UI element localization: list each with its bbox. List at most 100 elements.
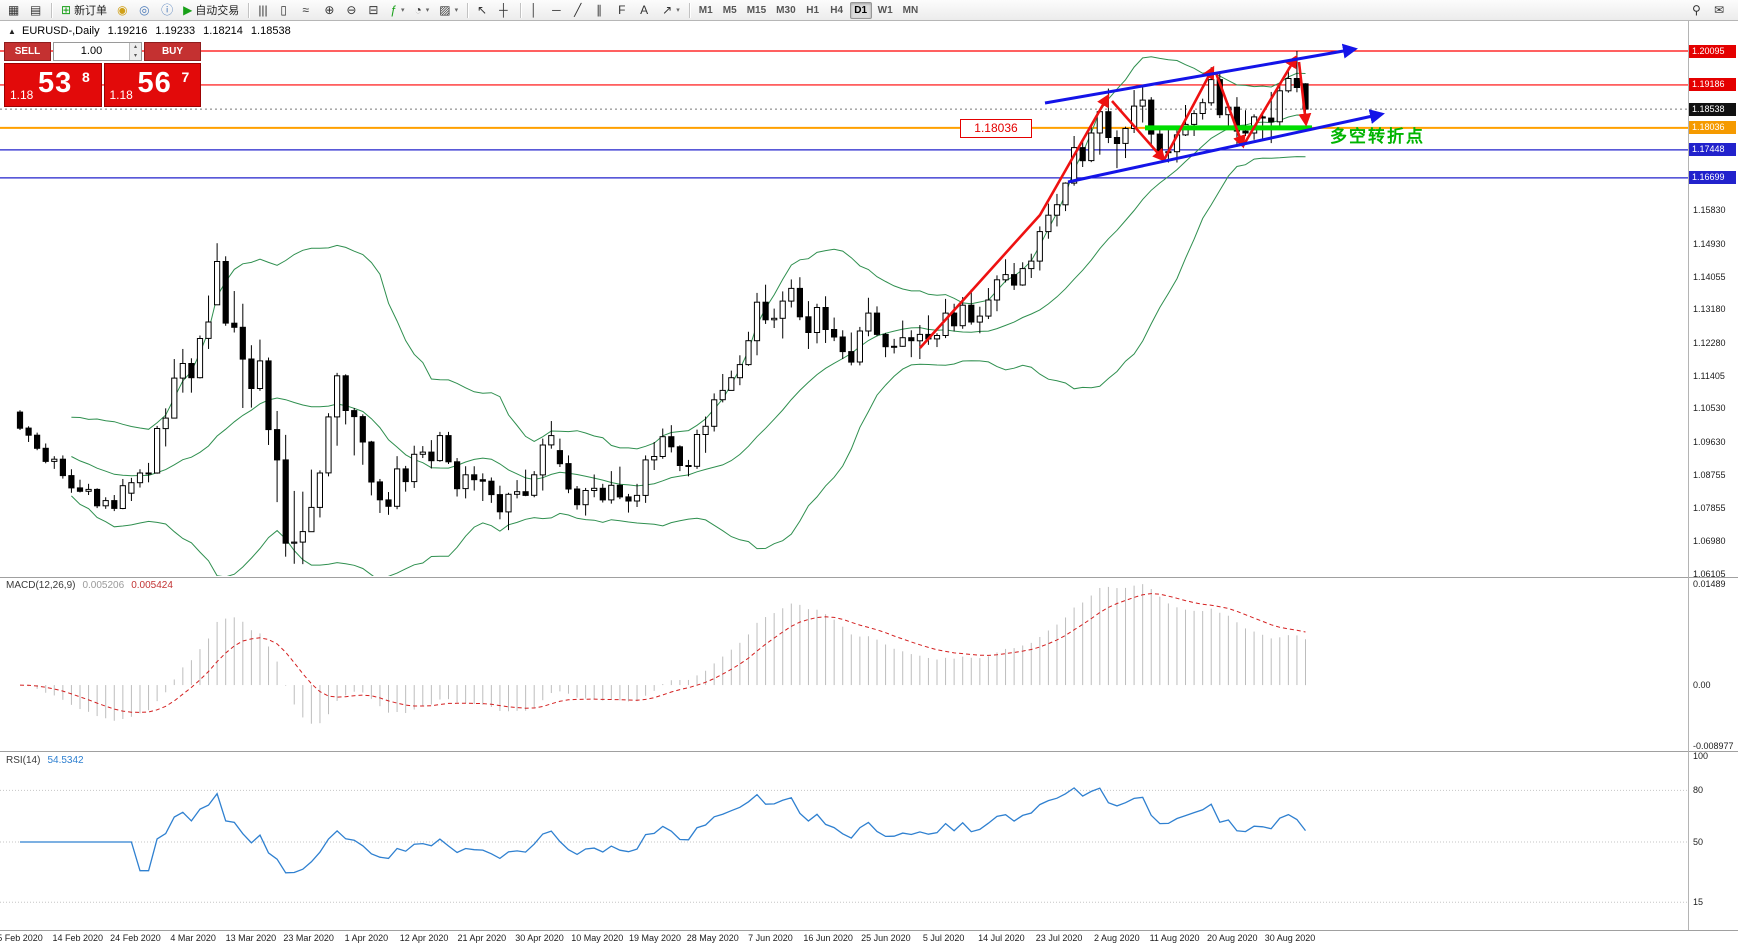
- zoom-out-icon[interactable]: ⊖: [342, 2, 362, 19]
- trend-arrow: [1297, 61, 1312, 127]
- new-order-button: ⊞: [61, 3, 72, 17]
- time-axis-label: 7 Jun 2020: [748, 933, 793, 943]
- toolbar-separator: [688, 2, 690, 18]
- info-icon[interactable]: ⓘ: [157, 2, 177, 19]
- bar-chart-icon[interactable]: |||: [254, 2, 274, 19]
- lot-decrease-button[interactable]: ▾: [130, 51, 141, 60]
- trade-panel-toggle-icon[interactable]: ▲: [8, 27, 16, 36]
- trend-arrow: [919, 93, 1110, 349]
- line-chart-icon[interactable]: ≈: [298, 2, 318, 19]
- periods-icon[interactable]: ◔ ▾: [411, 2, 434, 19]
- fibonacci-icon[interactable]: F: [614, 2, 634, 19]
- lot-size-field[interactable]: 1.00 ▴ ▾: [53, 42, 142, 61]
- timeframe-d1[interactable]: D1: [849, 1, 872, 19]
- timeframe-h4[interactable]: H4: [826, 2, 848, 19]
- cursor-icon[interactable]: ↖: [473, 2, 493, 19]
- autotrading-button-label: 自动交易: [195, 5, 240, 17]
- toolbar: ▦ ▤ ⊞ 新订单 ◉ ◎ ⓘ ▶ 自动交易 ||| ▯ ≈ ⊕ ⊖ ⊟ ƒ ▾ ◔ ▾ ▨ ▾ ↖ ┼ │ ─ ╱ ∥ F A ↗ ▾ M1…: [0, 0, 1738, 21]
- timeframe-w1[interactable]: W1: [874, 2, 897, 19]
- time-axis-label: 5 Feb 2020: [0, 933, 43, 943]
- rsi-axis-label: 100: [1693, 751, 1709, 761]
- macd-header: MACD(12,26,9) 0.005206 0.005424: [6, 580, 173, 591]
- chat-icon[interactable]: ✉: [1710, 2, 1730, 19]
- time-axis-label: 21 Apr 2020: [457, 933, 507, 943]
- buy-price-prefix: 1.18: [109, 88, 133, 102]
- tile-windows-icon[interactable]: ⊟: [364, 2, 384, 19]
- horizontal-line-icon: ─: [552, 3, 561, 17]
- chart-window-icon[interactable]: ▦: [4, 2, 24, 19]
- new-order-button-label: 新订单: [74, 5, 108, 17]
- alerts-icon[interactable]: ◉: [113, 2, 133, 19]
- timeframe-mn[interactable]: MN: [899, 2, 923, 19]
- trend-arrow: [1162, 65, 1215, 161]
- channel-icon[interactable]: ∥: [592, 2, 612, 19]
- trendline-icon[interactable]: ╱: [570, 2, 590, 19]
- timeframe-m30[interactable]: M30: [772, 2, 799, 19]
- symbol-ohlc-line: EURUSD-,Daily 1.19216 1.19233 1.18214 1.…: [22, 25, 291, 37]
- macd-main-value: 0.005206: [82, 580, 125, 591]
- chevron-down-icon: ▾: [676, 7, 680, 14]
- level-lines-layer[interactable]: [0, 50, 1688, 179]
- macd-axis-label: -0.008977: [1693, 741, 1734, 751]
- search-icon[interactable]: ⚲: [1688, 2, 1708, 19]
- text-icon: A: [640, 3, 649, 17]
- buy-button[interactable]: BUY: [144, 42, 201, 61]
- autotrading-button[interactable]: ▶ 自动交易: [179, 2, 243, 19]
- rsi-value: 54.5342: [47, 755, 84, 766]
- price-tag: 1.18538: [1689, 102, 1736, 116]
- time-axis-label: 12 Apr 2020: [399, 933, 449, 943]
- vertical-line-icon: │: [530, 3, 538, 17]
- timeframe-m15[interactable]: M15: [743, 2, 770, 19]
- chart-window-icon: ▦: [8, 3, 20, 17]
- rsi-header: RSI(14) 54.5342: [6, 755, 84, 766]
- indicators-icon[interactable]: ƒ ▾: [386, 2, 408, 19]
- templates-icon: ▨: [439, 3, 451, 17]
- horizontal-line-icon[interactable]: ─: [548, 2, 568, 19]
- text-icon[interactable]: A: [636, 2, 656, 19]
- lot-spinner: ▴ ▾: [129, 43, 141, 60]
- lot-increase-button[interactable]: ▴: [130, 43, 141, 52]
- vertical-line-icon[interactable]: │: [526, 2, 546, 19]
- rsi-layer: [0, 787, 1688, 903]
- price-axis-label: 1.15830: [1693, 205, 1726, 216]
- crosshair-icon[interactable]: ┼: [495, 2, 515, 19]
- time-axis-label: 4 Mar 2020: [170, 933, 216, 943]
- candlestick-chart-icon: ▯: [280, 3, 287, 17]
- price-tag: 1.17448: [1689, 143, 1736, 157]
- zoom-out-icon: ⊖: [346, 3, 357, 17]
- sell-button[interactable]: SELL: [4, 42, 51, 61]
- templates-icon[interactable]: ▨ ▾: [435, 2, 462, 19]
- trendline-icon: ╱: [574, 3, 582, 17]
- candlestick-chart-icon[interactable]: ▯: [276, 2, 296, 19]
- buy-price-button[interactable]: 1.18 56 7: [103, 63, 201, 107]
- autotrading-button: ▶: [183, 3, 193, 17]
- toolbar-separator: [51, 2, 52, 18]
- sell-price-button[interactable]: 1.18 53 8: [4, 63, 102, 107]
- new-order-button[interactable]: ⊞ 新订单: [57, 2, 111, 19]
- price-level-annotation[interactable]: 1.18036: [960, 119, 1032, 138]
- drawn-objects-layer[interactable]: [919, 43, 1385, 349]
- lot-size-input[interactable]: 1.00: [80, 45, 103, 57]
- macd-layer: [19, 584, 1306, 724]
- macd-axis-label: 0.01489: [1693, 579, 1726, 589]
- turning-point-annotation[interactable]: 多空转折点: [1330, 127, 1425, 146]
- timeframe-m5[interactable]: M5: [719, 2, 741, 19]
- price-axis-label: 1.14055: [1693, 271, 1726, 282]
- sell-price-prefix: 1.18: [10, 88, 34, 102]
- profiles-icon[interactable]: ▤: [26, 2, 46, 19]
- timeframe-m1[interactable]: M1: [695, 2, 717, 19]
- time-axis-label: 13 Mar 2020: [225, 933, 277, 943]
- periods-icon: ◔: [414, 3, 422, 17]
- market-watch-icon[interactable]: ◎: [135, 2, 155, 19]
- candles-layer: [16, 51, 1309, 565]
- arrows-icon[interactable]: ↗ ▾: [658, 2, 684, 19]
- time-axis-label: 5 Jul 2020: [922, 933, 965, 943]
- buy-price-sup: 7: [181, 69, 190, 85]
- timeframe-h1[interactable]: H1: [802, 2, 824, 19]
- price-axis-label: 1.12280: [1693, 337, 1726, 348]
- ohlc-low: 1.18214: [203, 25, 243, 37]
- zoom-in-icon[interactable]: ⊕: [320, 2, 340, 19]
- trend-arrow: [1214, 72, 1246, 149]
